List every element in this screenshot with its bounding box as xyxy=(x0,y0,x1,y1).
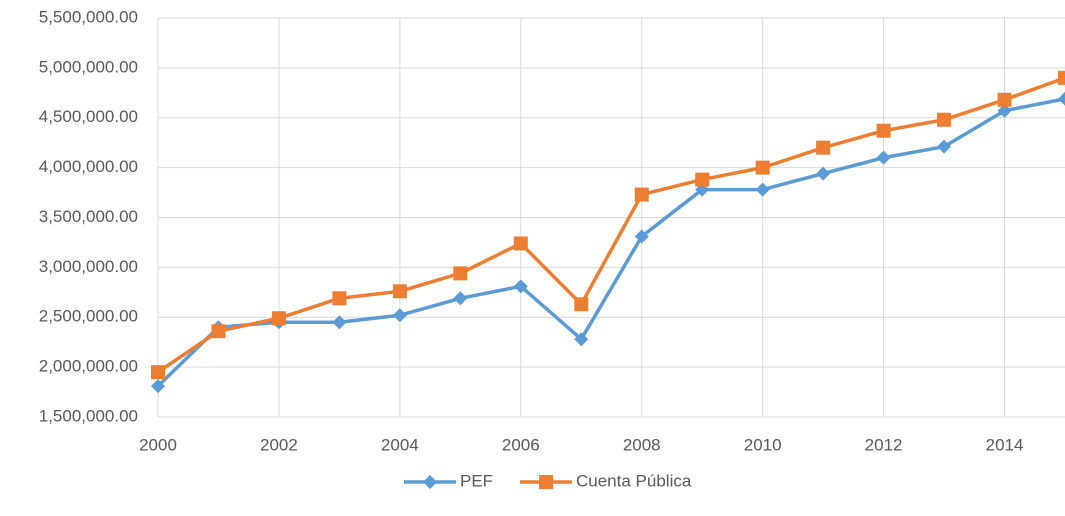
y-tick-label: 4,500,000.00 xyxy=(39,107,138,126)
data-point xyxy=(937,139,952,154)
data-point xyxy=(453,291,468,306)
data-point xyxy=(634,187,649,202)
x-tick-label: 2000 xyxy=(139,435,177,454)
legend-label: PEF xyxy=(460,471,493,490)
y-tick-label: 5,500,000.00 xyxy=(39,7,138,26)
x-tick-label: 2012 xyxy=(865,435,903,454)
y-tick-label: 5,000,000.00 xyxy=(39,57,138,76)
series-line xyxy=(156,97,1065,388)
y-tick-label: 4,000,000.00 xyxy=(39,157,138,176)
data-point xyxy=(513,279,528,294)
legend-label: Cuenta Pública xyxy=(576,471,692,490)
data-point xyxy=(332,315,347,330)
data-point xyxy=(1058,91,1065,106)
data-point xyxy=(997,92,1012,107)
data-point xyxy=(453,266,468,281)
data-point xyxy=(513,236,528,251)
x-tick-label: 2004 xyxy=(381,435,419,454)
data-point xyxy=(816,140,831,155)
legend-marker xyxy=(539,475,553,489)
x-tick-label: 2006 xyxy=(502,435,540,454)
legend-marker xyxy=(423,475,437,489)
y-tick-label: 3,000,000.00 xyxy=(39,257,138,276)
x-tick-label: 2014 xyxy=(986,435,1024,454)
y-tick-label: 2,000,000.00 xyxy=(39,357,138,376)
data-point xyxy=(1058,70,1065,85)
series-line xyxy=(157,76,1065,374)
data-point xyxy=(392,284,407,299)
data-point xyxy=(695,172,710,187)
data-point xyxy=(755,160,770,175)
data-point xyxy=(755,182,770,197)
x-tick-label: 2010 xyxy=(744,435,782,454)
data-point xyxy=(937,112,952,127)
data-point xyxy=(392,308,407,323)
data-point xyxy=(151,365,165,380)
data-point xyxy=(876,150,891,165)
y-tick-label: 2,500,000.00 xyxy=(39,307,138,326)
x-tick-label: 2008 xyxy=(623,435,661,454)
data-point xyxy=(816,166,831,181)
x-tick-label: 2002 xyxy=(260,435,298,454)
data-point xyxy=(876,123,891,138)
data-point xyxy=(151,379,165,394)
data-point xyxy=(634,229,649,244)
data-point xyxy=(997,103,1012,118)
y-tick-label: 3,500,000.00 xyxy=(39,207,138,226)
data-point xyxy=(332,291,347,306)
data-point xyxy=(211,324,226,339)
data-point xyxy=(271,311,286,326)
data-point xyxy=(574,297,589,312)
y-tick-label: 1,500,000.00 xyxy=(39,406,138,425)
data-point xyxy=(574,332,589,347)
